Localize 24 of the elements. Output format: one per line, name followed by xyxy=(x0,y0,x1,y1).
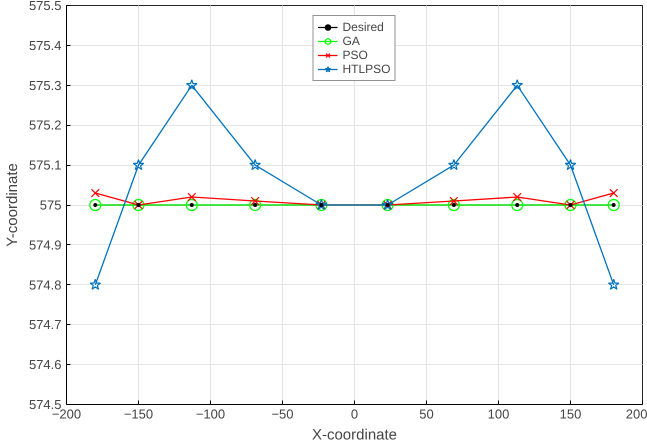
y-tick-label: 574.9 xyxy=(28,237,62,252)
y-tick-label: 574.8 xyxy=(28,277,62,292)
y-tick-label: 574.6 xyxy=(28,357,62,372)
y-tick-label: 575.2 xyxy=(28,118,62,133)
x-axis-title: X-coordinate xyxy=(312,426,398,444)
y-tick-label: 575.5 xyxy=(28,0,62,13)
legend-label: HTLPSO xyxy=(342,62,391,76)
y-axis-title: Y-coordinate xyxy=(4,163,21,247)
x-tick-label: −100 xyxy=(196,406,226,422)
legend-label: Desired xyxy=(342,20,384,34)
y-tick-label: 575.1 xyxy=(28,158,62,173)
y-tick-label: 574.7 xyxy=(28,317,62,332)
x-tick-label: −50 xyxy=(271,406,294,422)
x-tick-label: 0 xyxy=(350,406,358,422)
x-tick-label: 200 xyxy=(626,406,647,422)
x-tick-label: 150 xyxy=(560,406,582,422)
legend-label: PSO xyxy=(342,48,368,62)
y-tick-label: 575.3 xyxy=(28,78,62,93)
y-tick-label: 575.4 xyxy=(28,38,62,53)
x-tick-label: 100 xyxy=(488,406,510,422)
y-tick-label: 575 xyxy=(40,198,62,212)
legend-label: GA xyxy=(342,34,361,48)
x-tick-label: 50 xyxy=(419,406,434,422)
x-tick-label: −150 xyxy=(124,406,154,422)
